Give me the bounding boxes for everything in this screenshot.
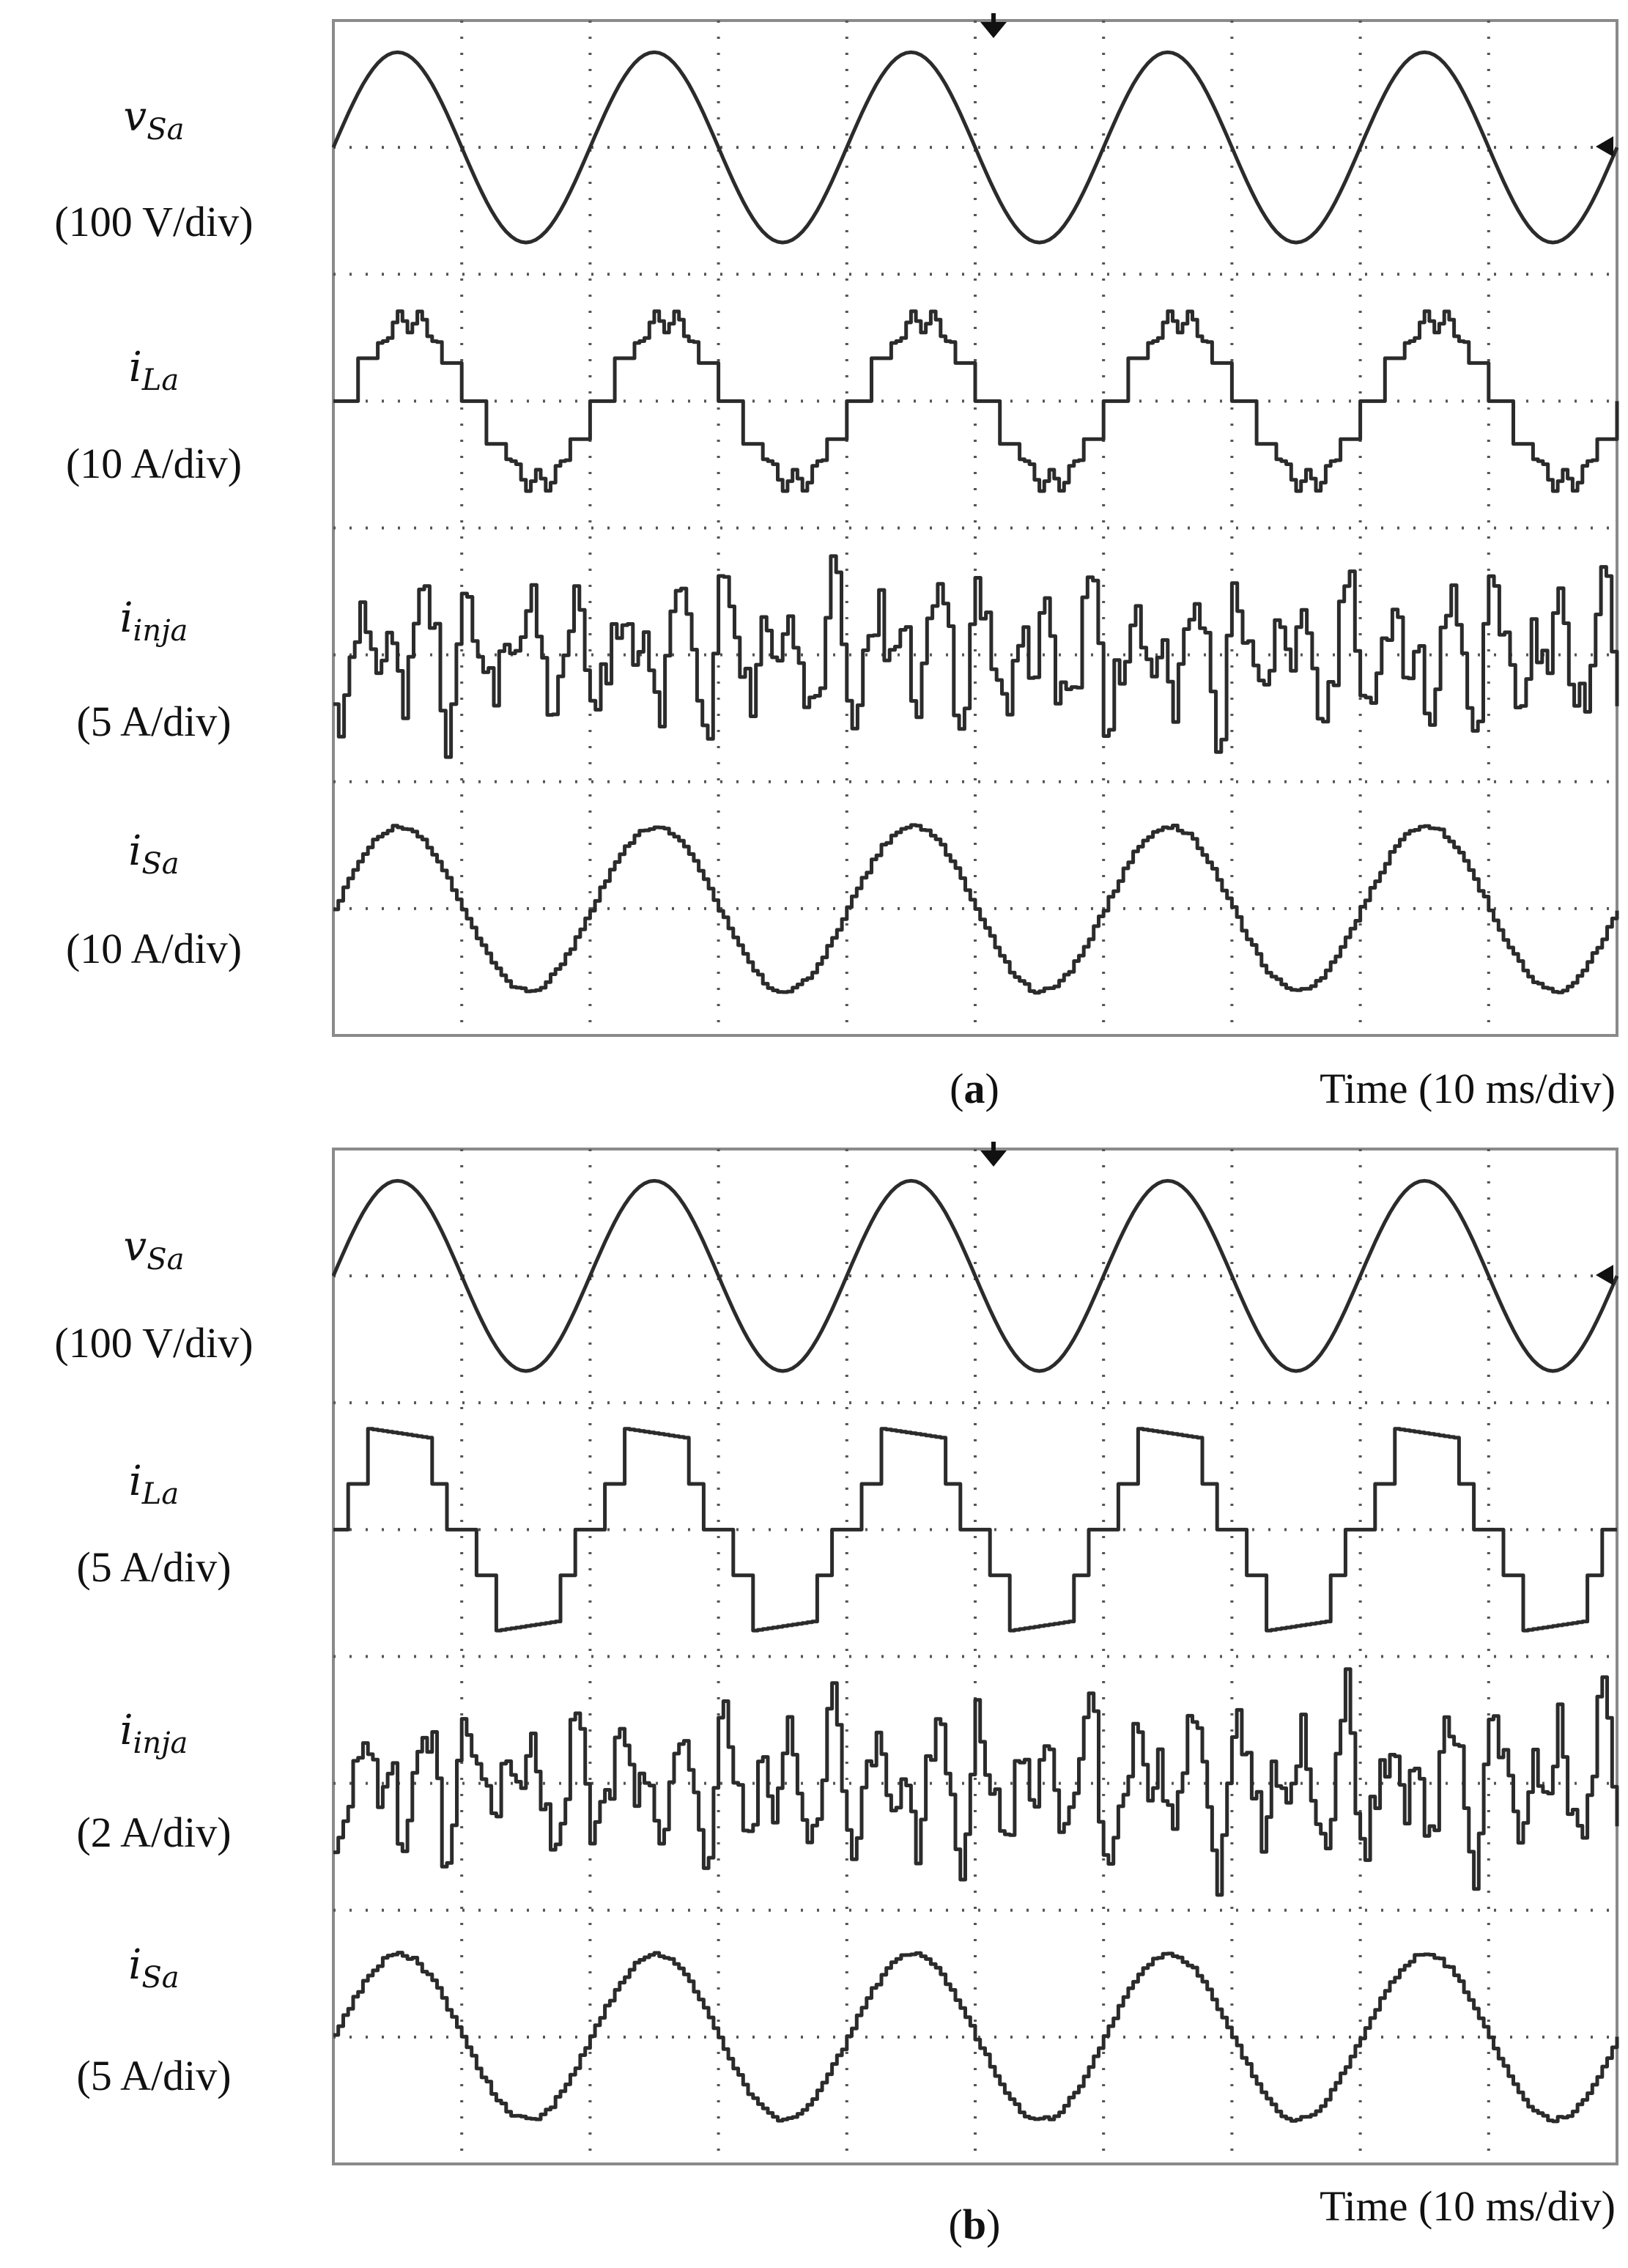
scale-ila-b: (5 A/div) (76, 1543, 231, 1591)
scale-isa-a: (10 A/div) (66, 925, 242, 972)
panel-a-labels: vSa (100 V/div) iLa (10 A/div) iinja (5 … (54, 93, 253, 972)
label-vsa-b: vSa (124, 1223, 185, 1277)
label-ila-a: iLa (129, 344, 179, 397)
scope-border-b (332, 1148, 1618, 2165)
trace-iLa (333, 1427, 1617, 1633)
trace-iSa (333, 823, 1619, 995)
scope-grid-a (333, 21, 1617, 1035)
scale-iinja-a: (5 A/div) (76, 698, 231, 745)
trace-iLa (333, 309, 1619, 493)
scale-isa-b: (5 A/div) (76, 2052, 231, 2099)
panel-label-b: (b) (949, 2201, 1001, 2248)
scale-vsa-b: (100 V/div) (54, 1319, 253, 1367)
label-iinja-b: iinja (120, 1707, 188, 1760)
trace-iSa (333, 1951, 1619, 2124)
panel-label-a: (a) (950, 1065, 999, 1112)
scope-screen-b (331, 1142, 1619, 2165)
scale-ila-a: (10 A/div) (66, 440, 242, 487)
ground-marker-b (1596, 1265, 1613, 1285)
scale-iinja-b: (2 A/div) (76, 1809, 231, 1856)
trace-iinja (333, 1667, 1619, 1897)
panel-a: vSa (100 V/div) iLa (10 A/div) iinja (5 … (54, 13, 1619, 1112)
trigger-arrow-a (980, 13, 1007, 38)
panel-b-labels: vSa (100 V/div) iLa (5 A/div) iinja (2 A… (54, 1223, 253, 2099)
scope-border-a (332, 19, 1618, 1037)
time-label-b: Time (10 ms/div) (1320, 2182, 1616, 2230)
time-label-a: Time (10 ms/div) (1320, 1065, 1616, 1112)
scope-screen-a (331, 13, 1619, 1037)
scale-vsa-a: (100 V/div) (54, 198, 253, 245)
trace-vSa (331, 50, 1619, 245)
label-iinja-a: iinja (120, 594, 188, 648)
scope-grid-b (333, 1149, 1617, 2164)
label-ila-b: iLa (129, 1458, 179, 1511)
scope-traces-a (331, 50, 1619, 995)
ground-marker-a (1596, 136, 1613, 157)
trace-vSa (331, 1178, 1619, 1373)
label-isa-b: iSa (128, 1941, 179, 1995)
trigger-arrow-b (980, 1142, 1007, 1167)
trace-iinja (333, 554, 1619, 759)
label-vsa-a: vSa (124, 93, 185, 147)
label-isa-a: iSa (128, 827, 179, 881)
scope-traces-b (331, 1178, 1619, 2124)
panel-b: vSa (100 V/div) iLa (5 A/div) iinja (2 A… (54, 1142, 1619, 2248)
